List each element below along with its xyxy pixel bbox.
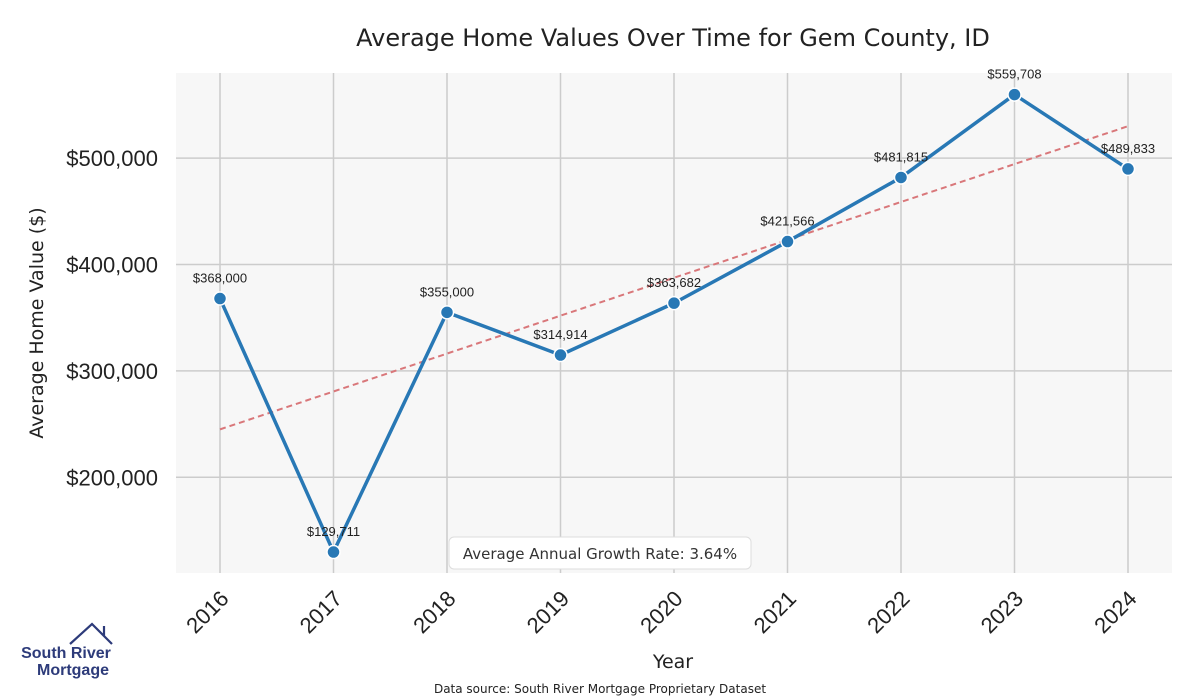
data-point xyxy=(1120,161,1136,177)
growth-rate-annotation: Average Annual Growth Rate: 3.64% xyxy=(448,536,752,570)
data-label: $481,815 xyxy=(874,149,928,164)
data-point xyxy=(1007,87,1022,102)
annotation-box xyxy=(448,536,752,570)
y-tick-label: $200,000 xyxy=(66,465,158,490)
x-tick-label: 2021 xyxy=(749,586,801,638)
data-point xyxy=(780,234,795,249)
data-label: $559,708 xyxy=(987,67,1041,82)
data-point xyxy=(553,347,568,363)
y-axis-label: Average Home Value ($) xyxy=(26,207,48,438)
house-roof-icon xyxy=(69,622,113,645)
data-point xyxy=(666,295,682,311)
y-tick-label: $500,000 xyxy=(66,146,158,171)
data-labels: $368,000 $129,711 $355,000 $314,914 $363,682… xyxy=(193,67,1155,539)
x-tick-label: 2024 xyxy=(1089,586,1141,638)
data-point xyxy=(212,291,228,306)
x-tick-label: 2019 xyxy=(522,586,574,638)
data-point xyxy=(326,544,341,560)
data-label: $489,833 xyxy=(1101,141,1155,156)
grid xyxy=(176,73,1172,573)
x-tick-label: 2023 xyxy=(976,586,1028,638)
logo-line-1: South River xyxy=(21,645,111,662)
company-logo: South River Mortgage xyxy=(21,622,113,679)
data-point xyxy=(893,170,909,185)
data-label: $129,711 xyxy=(307,524,360,539)
x-tick-label: 2020 xyxy=(635,586,687,638)
data-source-note: Data source: South River Mortgage Propri… xyxy=(434,682,766,696)
data-label: $368,000 xyxy=(193,271,247,286)
data-point xyxy=(439,305,455,320)
data-label: $355,000 xyxy=(420,284,474,299)
annotation-text: Average Annual Growth Rate: 3.64% xyxy=(463,545,737,563)
data-label: $314,914 xyxy=(533,327,587,342)
x-tick-label: 2017 xyxy=(295,586,347,638)
x-tick-label: 2016 xyxy=(181,586,233,638)
data-label: $363,682 xyxy=(647,275,701,290)
x-axis-ticks: 2016 2017 2018 2019 2020 2021 2022 2023 2024 xyxy=(181,586,1141,638)
y-tick-label: $300,000 xyxy=(66,359,158,384)
x-tick-label: 2018 xyxy=(408,586,460,638)
logo-line-2: Mortgage xyxy=(37,662,109,679)
x-tick-label: 2022 xyxy=(862,586,914,638)
chart-title: Average Home Values Over Time for Gem Co… xyxy=(356,24,990,52)
data-label: $421,566 xyxy=(760,214,814,229)
data-points xyxy=(212,87,1136,560)
y-axis-ticks: $200,000 $300,000 $400,000 $500,000 xyxy=(66,146,158,490)
x-axis-label: Year xyxy=(652,651,693,673)
y-tick-label: $400,000 xyxy=(66,252,158,277)
